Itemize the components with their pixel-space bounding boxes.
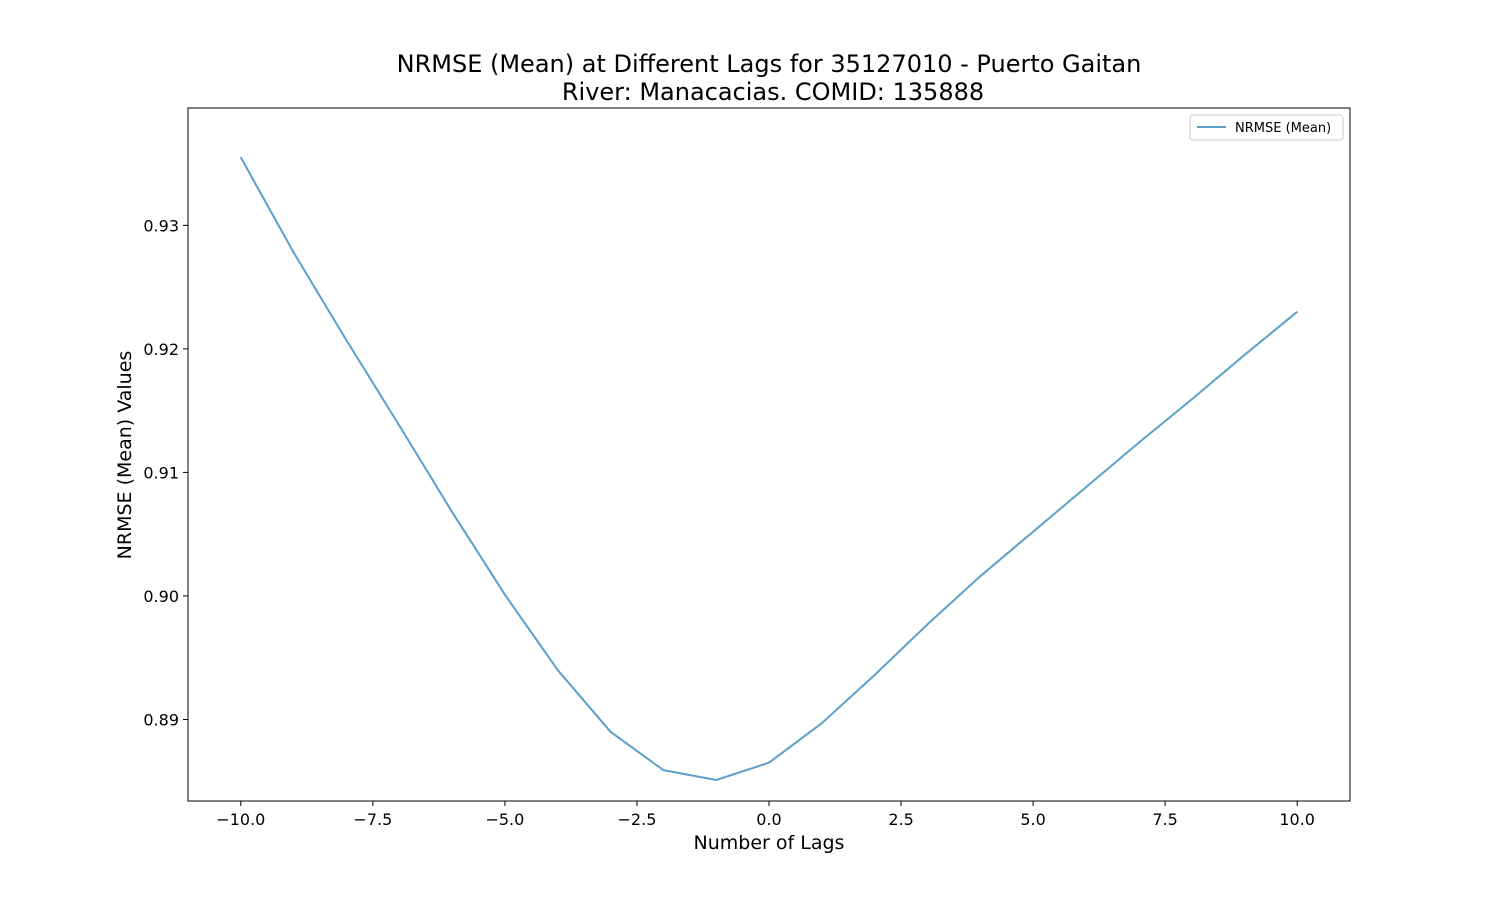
data-point [979,575,981,577]
data-point [557,669,559,671]
data-point [504,594,506,596]
x-tick-label: 7.5 [1152,810,1177,829]
x-tick-label: −2.5 [618,810,657,829]
data-point [768,762,770,764]
data-point [610,731,612,733]
data-point [451,511,453,513]
series-layer [239,156,1298,781]
data-point [662,769,664,771]
data-point [874,674,876,676]
data-point [1085,486,1087,488]
y-axis-label: NRMSE (Mean) Values [114,351,136,560]
data-point [398,424,400,426]
data-point [1138,442,1140,444]
legend-label: NRMSE (Mean) [1235,121,1331,136]
x-tick-label: −7.5 [353,810,392,829]
data-point [1296,311,1298,313]
x-tick-label: 2.5 [888,810,913,829]
x-axis-label: Number of Lags [694,832,845,854]
y-axis: 0.89 0.90 0.91 0.92 0.93 [143,216,188,729]
data-point [240,156,242,158]
legend-box [1189,114,1344,141]
x-tick-label: 5.0 [1020,810,1045,829]
x-tick-label: −5.0 [485,810,524,829]
x-tick-label: 0.0 [756,810,781,829]
data-point [345,339,347,341]
x-tick-label: −10.0 [216,810,265,829]
data-point [715,779,717,781]
data-point [1243,354,1245,356]
data-point [821,722,823,724]
y-tick-label: 0.89 [143,710,179,729]
plot-area [187,107,1351,802]
data-point [293,252,295,254]
y-tick-label: 0.93 [143,216,179,235]
y-tick-label: 0.92 [143,340,179,359]
data-point [1032,531,1034,533]
data-point [1191,399,1193,401]
chart-subtitle: River: Manacacias. COMID: 135888 [562,78,984,106]
y-tick-label: 0.91 [143,463,179,482]
chart-title: NRMSE (Mean) at Different Lags for 35127… [397,50,1142,78]
data-point [926,623,928,625]
x-tick-label: 10.0 [1279,810,1315,829]
y-tick-label: 0.90 [143,587,179,606]
x-axis: −10.0 −7.5 −5.0 −2.5 0.0 2.5 5.0 7.5 10.0 [216,801,1315,829]
legend: NRMSE (Mean) [1189,114,1344,141]
